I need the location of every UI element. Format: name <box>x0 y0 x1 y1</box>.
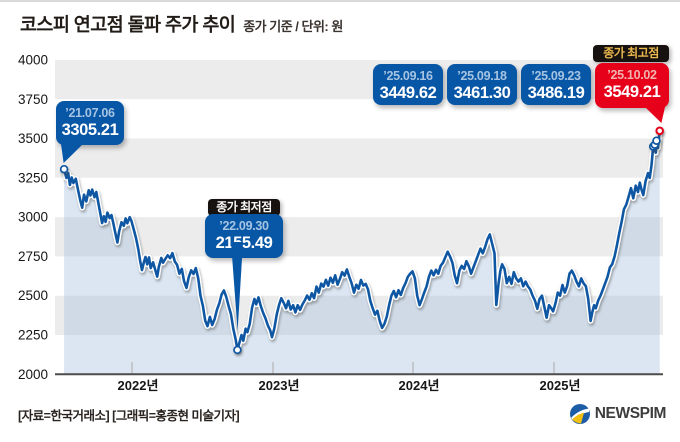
background-bands <box>55 60 663 375</box>
annotation-start-date: ’21.07.06 <box>65 106 115 120</box>
annotation-record-2: ’25.09.18 3461.30 <box>447 64 517 105</box>
annotation-start-value: 3305.21 <box>61 121 119 139</box>
annotation-high-box: ’25.10.02 3549.21 <box>595 63 669 123</box>
x-tick-label: 2024년 <box>399 378 440 393</box>
high-tag: 종가 최고점 <box>593 45 669 62</box>
y-tick-label: 4000 <box>18 53 48 68</box>
x-tick-marks <box>131 362 555 374</box>
y-tick-label: 2250 <box>18 328 48 343</box>
page-subtitle: 종가 기준 / 단위: 원 <box>243 19 343 34</box>
source-credit: [자료=한국거래소] [그래픽=홍종현 미술기자] <box>18 408 240 423</box>
record-3-date: ’25.09.23 <box>531 69 581 83</box>
newspim-logo: NEWSPIM <box>569 403 666 425</box>
annotation-record-3: ’25.09.23 3486.19 <box>521 64 591 105</box>
annotation-high-date: ’25.10.02 <box>607 68 657 82</box>
x-tick-label: 2023년 <box>259 378 300 393</box>
annotation-low-box: ’22.09.30 2155.49 <box>205 214 283 258</box>
low-pointer-spike <box>231 242 243 331</box>
record-2-value: 3461.30 <box>453 84 511 102</box>
annotation-low-value: 2155.49 <box>215 234 273 252</box>
footer: [자료=한국거래소] [그래픽=홍종현 미술기자] NEWSPIM <box>18 403 666 425</box>
record-1-value: 3449.62 <box>379 84 437 102</box>
marker-close <box>652 136 661 145</box>
x-tick-label: 2025년 <box>540 378 581 393</box>
record-1-date: ’25.09.16 <box>383 69 433 83</box>
annotation-low-date: ’22.09.30 <box>219 219 269 233</box>
low-tag: 종가 최저점 <box>208 199 280 216</box>
point-markers <box>59 126 665 355</box>
newspim-logo-text: NEWSPIM <box>594 405 667 422</box>
x-axis-labels: 2022년 2023년 2024년 2025년 <box>118 378 581 393</box>
top-divider <box>0 0 680 2</box>
header: 코스피 연고점 돌파 주가 추이 종가 기준 / 단위: 원 <box>20 11 343 37</box>
y-tick-label: 2500 <box>18 288 48 303</box>
newspim-logo-icon <box>569 404 590 424</box>
record-2-date: ’25.09.18 <box>457 69 507 83</box>
price-line <box>61 128 663 353</box>
annotation-high-value: 3549.21 <box>603 83 661 101</box>
y-tick-label: 3750 <box>18 92 48 107</box>
marker-close <box>233 345 242 355</box>
y-tick-label: 2750 <box>18 249 48 264</box>
annotation-low: 종가 최저점 ’22.09.30 2155.49 <box>205 199 283 339</box>
x-tick-label: 2022년 <box>118 378 159 393</box>
annotation-start-bubble: ’21.07.06 3305.21 <box>56 101 124 163</box>
y-tick-label: 3000 <box>18 210 48 225</box>
marker-close <box>59 164 69 174</box>
record-3-value: 3486.19 <box>527 84 585 102</box>
y-tick-label: 3250 <box>18 170 48 185</box>
page-title: 코스피 연고점 돌파 주가 추이 <box>20 14 236 35</box>
annotation-record-1: ’25.09.16 3449.62 <box>373 64 443 105</box>
y-axis-labels: 4000 3750 3500 3250 3000 2750 2500 2250 2000 <box>18 53 48 382</box>
marker-close-high <box>655 126 665 136</box>
area-fill <box>64 130 660 375</box>
y-tick-label: 3500 <box>18 131 48 146</box>
y-tick-label: 2000 <box>18 367 48 382</box>
